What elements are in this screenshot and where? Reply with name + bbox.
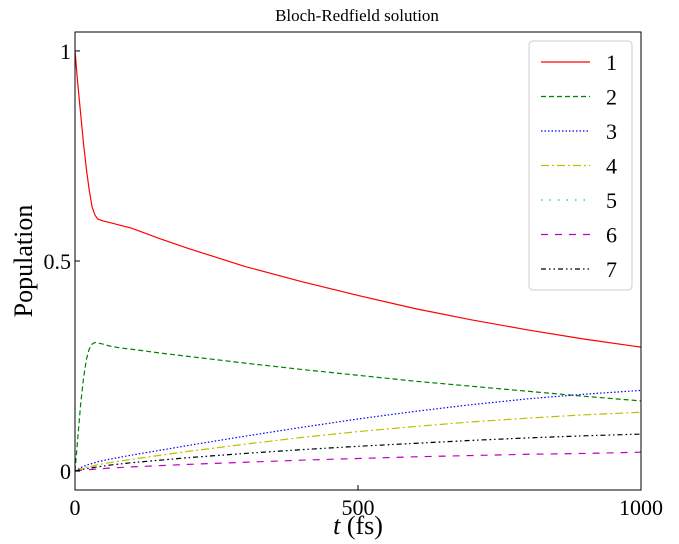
y-tick-label: 0 xyxy=(60,459,71,484)
legend-label-4: 4 xyxy=(606,154,617,179)
legend-label-7: 7 xyxy=(606,257,617,282)
y-tick-label: 0.5 xyxy=(44,249,72,274)
chart-title: Bloch-Redfield solution xyxy=(275,6,439,25)
series-line-4 xyxy=(74,411,642,472)
x-tick-label: 1000 xyxy=(619,495,663,520)
legend-label-3: 3 xyxy=(606,119,617,144)
plot-lines xyxy=(74,50,642,472)
x-tick-label: 500 xyxy=(342,495,375,520)
series-line-6 xyxy=(74,451,642,472)
x-axis-label-variable: t xyxy=(333,511,341,540)
series-line-1 xyxy=(74,50,642,348)
y-tick-label: 1 xyxy=(60,39,71,64)
x-tick-label: 0 xyxy=(70,495,81,520)
legend-label-1: 1 xyxy=(606,50,617,75)
x-axis-label: t (fs) xyxy=(333,511,383,540)
axis-ticks: 0 500 1000 0 0.5 1 xyxy=(44,39,664,520)
legend: 1 2 3 4 5 6 7 xyxy=(528,40,633,291)
legend-label-2: 2 xyxy=(606,85,617,110)
legend-label-5: 5 xyxy=(606,188,617,213)
series-line-2 xyxy=(74,341,642,472)
y-axis-label: Population xyxy=(9,205,38,318)
x-axis-label-unit: (fs) xyxy=(340,511,383,540)
legend-label-6: 6 xyxy=(606,223,617,248)
series-line-7 xyxy=(74,433,642,472)
